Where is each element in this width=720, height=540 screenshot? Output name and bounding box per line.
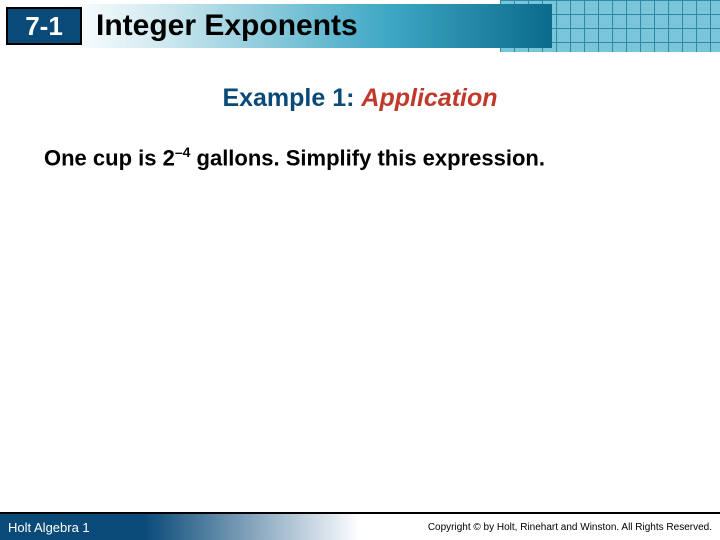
problem-prefix: One cup is 2 [44, 145, 175, 170]
section-number: 7-1 [25, 11, 63, 42]
section-badge: 7-1 [6, 7, 82, 45]
problem-suffix: gallons. Simplify this expression. [190, 145, 545, 170]
slide-header: 7-1 Integer Exponents [0, 0, 720, 52]
footer-copyright: Copyright © by Holt, Rinehart and Winsto… [428, 522, 712, 533]
problem-text: One cup is 2–4 gallons. Simplify this ex… [44, 143, 676, 173]
slide-title: Integer Exponents [96, 9, 358, 43]
example-label: Example 1: [222, 84, 354, 112]
example-heading: Example 1: Application [0, 84, 720, 113]
problem-exponent: –4 [175, 144, 191, 160]
slide-footer: Holt Algebra 1 Copyright © by Holt, Rine… [0, 514, 720, 540]
example-name: Application [361, 84, 497, 112]
footer-book-title: Holt Algebra 1 [8, 520, 90, 535]
title-bar: 7-1 Integer Exponents [0, 4, 552, 48]
